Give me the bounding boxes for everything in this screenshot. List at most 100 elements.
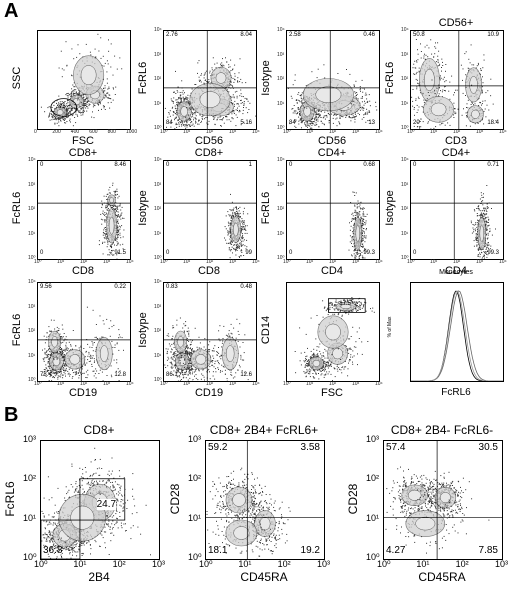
quadrant-percent: 0 bbox=[166, 250, 170, 256]
plot-title: CD4+ bbox=[441, 147, 471, 159]
x-tick-label: 10⁰ bbox=[34, 381, 42, 387]
y-tick-label: 10³ bbox=[154, 181, 162, 188]
y-tick-label: 10³ bbox=[28, 303, 36, 310]
y-tick-label: 10¹ bbox=[154, 230, 162, 237]
x-tick-label: 10⁴ bbox=[126, 259, 134, 265]
y-tick-label: 10² bbox=[154, 206, 162, 212]
y-axis-label: CD28 bbox=[346, 483, 360, 515]
population-core bbox=[469, 76, 478, 94]
x-tick-label: 10² bbox=[329, 381, 337, 387]
y-axis-label: CD14 bbox=[260, 315, 272, 345]
x-tick-label: 10² bbox=[80, 259, 88, 265]
y-tick-label: 10⁰ bbox=[154, 255, 162, 261]
x-tick-label: 10³ bbox=[103, 259, 111, 265]
y-tick-label: 10³ bbox=[401, 181, 409, 188]
y-tick-label: 10⁰ bbox=[401, 255, 409, 261]
quadrant-percent: 99 bbox=[245, 250, 252, 256]
y-tick-label: 10³ bbox=[277, 51, 285, 58]
y-axis-label: Isotype bbox=[384, 190, 396, 226]
gate-percent: 24.7 bbox=[96, 499, 117, 510]
quadrant-percent: 91.5 bbox=[114, 250, 126, 256]
panel-b-letter: B bbox=[4, 404, 19, 426]
scatter-events bbox=[470, 185, 496, 259]
population-core bbox=[56, 109, 64, 116]
quadrant-percent: 50.8 bbox=[413, 32, 425, 38]
x-tick-label: 10² bbox=[329, 129, 337, 135]
x-axis-label: CD4 bbox=[444, 265, 467, 277]
x-axis-label: CD3 bbox=[444, 135, 467, 147]
y-tick-label: 10⁰ bbox=[188, 552, 202, 562]
quadrant-percent: 0 bbox=[289, 250, 293, 256]
scatter-events bbox=[385, 466, 490, 554]
y-tick-label: 10¹ bbox=[28, 230, 36, 237]
y-tick-label: 10¹ bbox=[277, 230, 285, 237]
x-tick-label: 10² bbox=[453, 259, 461, 265]
x-tick-label: 10⁴ bbox=[499, 129, 507, 135]
population-core bbox=[479, 225, 485, 242]
x-tick-label: 10¹ bbox=[430, 129, 438, 135]
x-tick-label: 10⁴ bbox=[126, 381, 134, 387]
panel-a-letter: A bbox=[4, 0, 19, 22]
scatter-events bbox=[348, 191, 368, 259]
y-axis-label: FcRL6 bbox=[11, 191, 23, 225]
population-core bbox=[180, 106, 188, 117]
quadrant-percent: 59.2 bbox=[208, 442, 228, 453]
quadrant-percent: 8.46 bbox=[114, 162, 126, 168]
y-tick-label: 10² bbox=[28, 328, 36, 334]
x-tick-label: 10² bbox=[206, 259, 214, 265]
population-core bbox=[80, 65, 97, 86]
quadrant-percent: 99.3 bbox=[363, 250, 375, 256]
x-axis-label: FSC bbox=[321, 387, 343, 399]
x-tick-label: 200 bbox=[52, 129, 61, 135]
quadrant-percent: 84 bbox=[166, 120, 173, 126]
y-tick-label: 10³ bbox=[23, 434, 37, 444]
y-tick-label: 10² bbox=[277, 206, 285, 212]
quadrant-percent: 12.6 bbox=[240, 372, 252, 378]
y-tick-label: 10⁴ bbox=[154, 27, 162, 33]
quadrant-percent: 30.5 bbox=[478, 442, 498, 453]
y-axis-label: Isotype bbox=[137, 190, 149, 226]
y-tick-label: 10⁴ bbox=[277, 157, 285, 163]
y-axis-label: FcRL6 bbox=[384, 61, 396, 95]
x-tick-label: 10¹ bbox=[306, 381, 314, 387]
population-core bbox=[70, 505, 95, 530]
y-tick-label: 10⁰ bbox=[28, 255, 36, 261]
x-tick-label: 10⁴ bbox=[375, 129, 383, 135]
quadrant-percent: 18.1 bbox=[208, 545, 228, 556]
population-core bbox=[69, 354, 81, 365]
plot-title: Monocytes bbox=[439, 269, 473, 276]
lymphocyte-gate bbox=[50, 98, 78, 117]
x-tick-label: 10⁰ bbox=[160, 381, 168, 387]
y-tick-label: 10² bbox=[188, 473, 202, 484]
population-core bbox=[177, 336, 184, 348]
x-tick-label: 10¹ bbox=[416, 559, 430, 569]
population-core bbox=[355, 225, 361, 242]
population-core bbox=[471, 109, 480, 119]
quadrant-percent: 0.48 bbox=[240, 284, 252, 290]
x-tick-label: 10¹ bbox=[57, 381, 65, 387]
scatter-events bbox=[98, 182, 125, 259]
quadrant-percent: 78.4 bbox=[40, 372, 52, 378]
population-core bbox=[407, 489, 422, 501]
x-tick-label: 10⁰ bbox=[283, 129, 291, 135]
y-tick-label: 10¹ bbox=[277, 100, 285, 107]
quadrant-percent: 0 bbox=[166, 162, 170, 168]
y-axis-label: FcRL6 bbox=[11, 313, 23, 347]
x-tick-label: 10¹ bbox=[238, 559, 252, 569]
y-tick-label: 10² bbox=[23, 473, 37, 484]
y-tick-label: 10⁴ bbox=[277, 27, 285, 33]
population-core bbox=[312, 359, 321, 367]
x-tick-label: 10³ bbox=[352, 259, 360, 265]
x-tick-label: 10¹ bbox=[183, 129, 191, 135]
y-tick-label: 10⁴ bbox=[154, 279, 162, 285]
y-tick-label: 10² bbox=[154, 328, 162, 334]
y-tick-label: 10³ bbox=[401, 51, 409, 58]
x-tick-label: 10⁰ bbox=[34, 259, 42, 265]
y-tick-label: 10² bbox=[28, 206, 36, 212]
x-tick-label: 10² bbox=[277, 559, 291, 569]
y-tick-label: 10³ bbox=[154, 303, 162, 310]
x-axis-label: CD45RA bbox=[418, 570, 466, 584]
x-tick-label: 10⁰ bbox=[34, 559, 48, 569]
quadrant-percent: 4.27 bbox=[386, 545, 406, 556]
y-tick-label: 10¹ bbox=[28, 352, 36, 359]
